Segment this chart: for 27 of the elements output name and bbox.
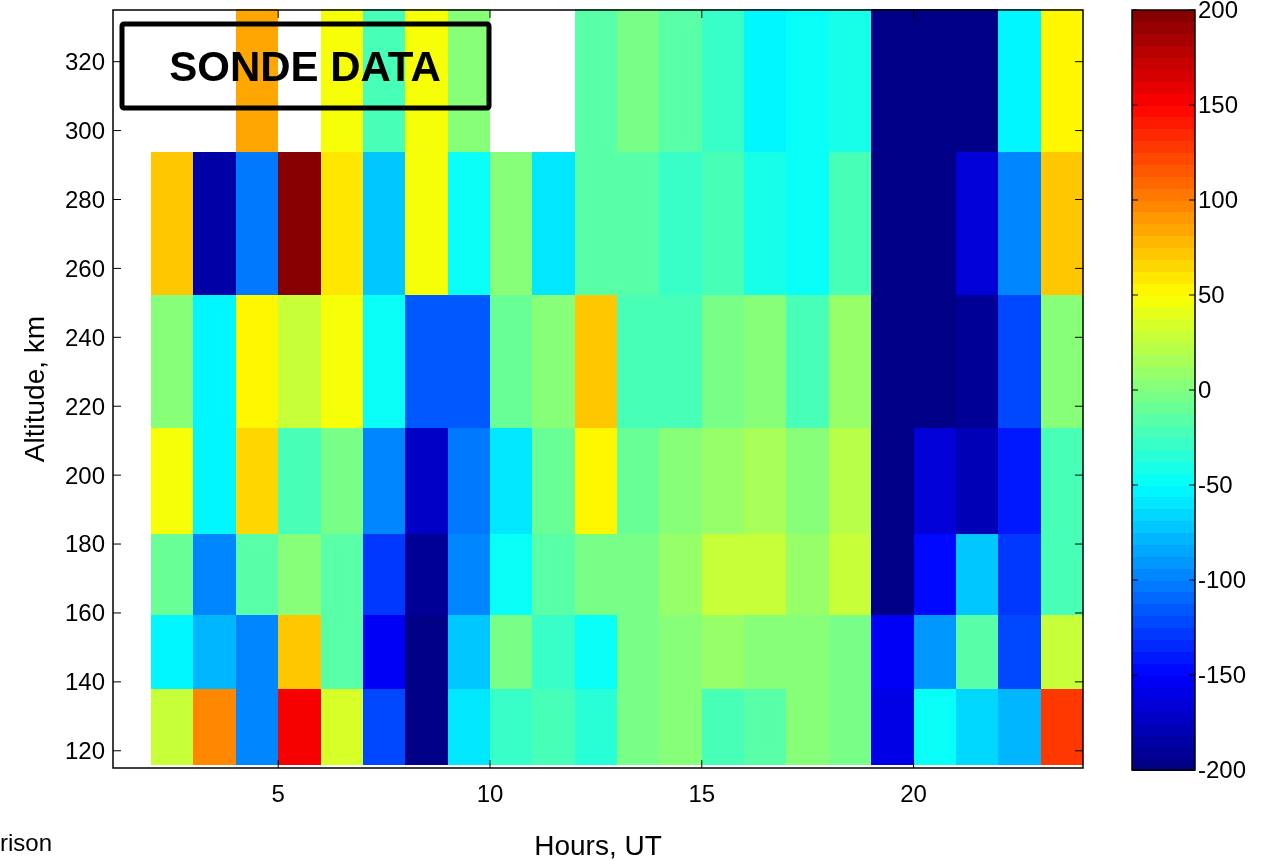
x-tick-label: 5 — [271, 780, 285, 807]
y-axis-title: Altitude, km — [19, 315, 50, 463]
y-tick-label: 140 — [64, 668, 105, 696]
color-bar-label: -100 — [1198, 566, 1247, 594]
color-bar-label: -150 — [1198, 661, 1247, 689]
color-bar-label: 100 — [1198, 186, 1239, 214]
color-bar-label: 150 — [1198, 91, 1239, 119]
x-tick-label: 10 — [476, 780, 504, 807]
y-tick-label: 240 — [64, 323, 105, 351]
color-bar-label: 200 — [1198, 0, 1239, 24]
x-tick-label: 20 — [900, 780, 927, 807]
y-tick-label: 180 — [64, 530, 105, 558]
y-tick-label: 260 — [64, 254, 105, 282]
y-tick-label: 200 — [64, 461, 105, 489]
y-tick-label: 300 — [64, 116, 105, 144]
color-bar-label: -50 — [1198, 471, 1233, 499]
color-bar-label: -200 — [1198, 756, 1247, 784]
x-tick-label: 15 — [688, 780, 716, 807]
y-tick-label: 220 — [64, 392, 105, 420]
y-tick-label: 120 — [64, 737, 105, 765]
y-tick-label: 320 — [64, 48, 105, 76]
y-tick-label: 160 — [64, 599, 105, 627]
y-tick-label: 280 — [64, 185, 105, 213]
text: rison — [0, 829, 53, 856]
x-axis-title: Hours, UT — [534, 830, 662, 861]
color-bar-label: 0 — [1198, 376, 1212, 404]
color-bar-label: 50 — [1198, 281, 1225, 309]
